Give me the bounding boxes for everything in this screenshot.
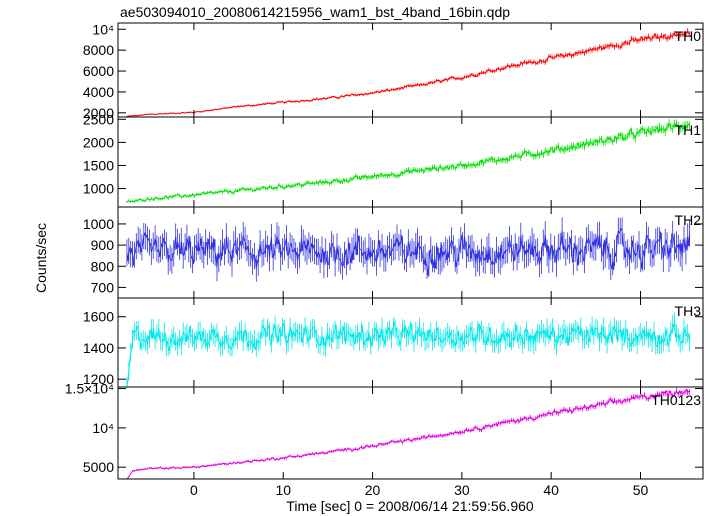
x-tick-label: 10 [275, 482, 291, 498]
y-tick-label: 4000 [83, 84, 114, 100]
y-tick-label: 10⁴ [92, 420, 114, 436]
y-tick-label: 8000 [83, 42, 114, 58]
series-th3-line [126, 321, 691, 387]
y-tick-label: 5000 [83, 459, 114, 475]
y-tick-label: 1500 [83, 157, 114, 173]
panel-frame [117, 22, 704, 118]
y-tick-label: 10⁴ [92, 21, 114, 37]
y-tick-label: 2000 [83, 134, 114, 150]
panel-label-th1: TH1 [675, 122, 702, 138]
y-tick-label: 700 [91, 279, 115, 295]
panel-th1: 1000 1500 2000 2500 TH1 [83, 111, 704, 208]
series-th0-error-bars [126, 28, 690, 117]
panel-label-th0: TH0 [675, 28, 702, 44]
series-th2-line [126, 227, 691, 276]
y-tick-label: 1000 [83, 216, 114, 232]
series-th0123-line [126, 387, 690, 479]
series-th1-error-bars [126, 119, 690, 204]
series-th0-line [126, 29, 690, 117]
y-tick-label: 1200 [83, 371, 114, 387]
y-tick-label: 1400 [83, 340, 114, 356]
series-th3-error-bars [126, 312, 690, 387]
panel-th3: 1200 1400 1600 TH3 [83, 297, 704, 388]
x-tick-label: 40 [543, 482, 559, 498]
y-tick-label: 800 [91, 258, 115, 274]
panel-th2: 700 800 900 1000 TH2 [83, 206, 704, 299]
y-tick-label: 1.5×10⁴ [65, 381, 114, 397]
panel-label-th0123: TH0123 [651, 392, 701, 408]
panel-th0: 2000 4000 6000 8000 10⁴ TH0 [83, 21, 704, 121]
chart-title: ae503094010_20080614215956_wam1_bst_4ban… [120, 4, 510, 20]
series-th1-line [126, 121, 690, 203]
x-tick-label: 20 [365, 482, 381, 498]
y-tick-label: 1600 [83, 309, 114, 325]
x-tick-label: 30 [454, 482, 470, 498]
panel-label-th2: TH2 [675, 212, 702, 228]
y-tick-label: 6000 [83, 63, 114, 79]
y-tick-label: 1000 [83, 181, 114, 197]
x-tick-label: 0 [190, 482, 198, 498]
y-tick-label: 2500 [83, 111, 114, 127]
y-tick-label: 900 [91, 237, 115, 253]
x-axis-title: Time [sec] 0 = 2008/06/14 21:59:56.960 [286, 498, 534, 514]
panel-th0123: 5000 10⁴ 1.5×10⁴ TH0123 [65, 381, 704, 480]
panel-frame [117, 386, 704, 480]
panel-label-th3: TH3 [675, 303, 702, 319]
y-axis-title: Counts/sec [33, 223, 49, 293]
y-tick-label: 2000 [83, 105, 114, 121]
x-tick-label: 50 [633, 482, 649, 498]
